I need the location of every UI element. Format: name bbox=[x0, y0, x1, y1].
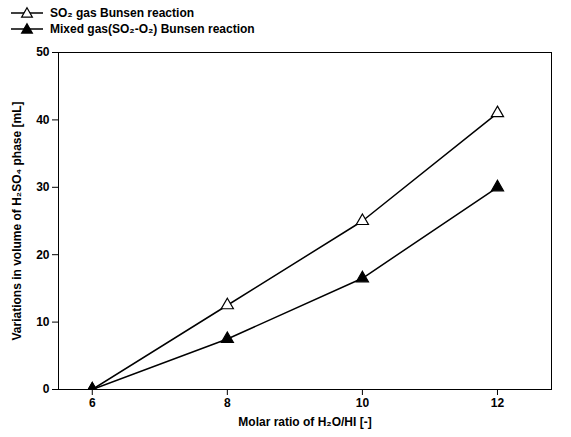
svg-text:20: 20 bbox=[36, 248, 50, 262]
svg-text:Molar ratio of H₂O/HI [-]: Molar ratio of H₂O/HI [-] bbox=[238, 415, 371, 429]
svg-text:10: 10 bbox=[36, 315, 50, 329]
html-text:Mixed gas(SO₂-O₂) Bunsen react: Mixed gas(SO₂-O₂) Bunsen reaction bbox=[50, 22, 255, 36]
svg-text:8: 8 bbox=[224, 396, 231, 410]
svg-text:Variations in volume of H₂SO₄: Variations in volume of H₂SO₄ phase [mL] bbox=[10, 101, 24, 340]
svg-text:6: 6 bbox=[89, 396, 96, 410]
svg-text:10: 10 bbox=[356, 396, 370, 410]
svg-text:40: 40 bbox=[36, 113, 50, 127]
html-text:SO₂ gas Bunsen reaction: SO₂ gas Bunsen reaction bbox=[50, 6, 194, 20]
svg-text:12: 12 bbox=[491, 396, 505, 410]
svg-text:50: 50 bbox=[36, 45, 50, 59]
svg-text:0: 0 bbox=[43, 382, 50, 396]
svg-text:30: 30 bbox=[36, 180, 50, 194]
